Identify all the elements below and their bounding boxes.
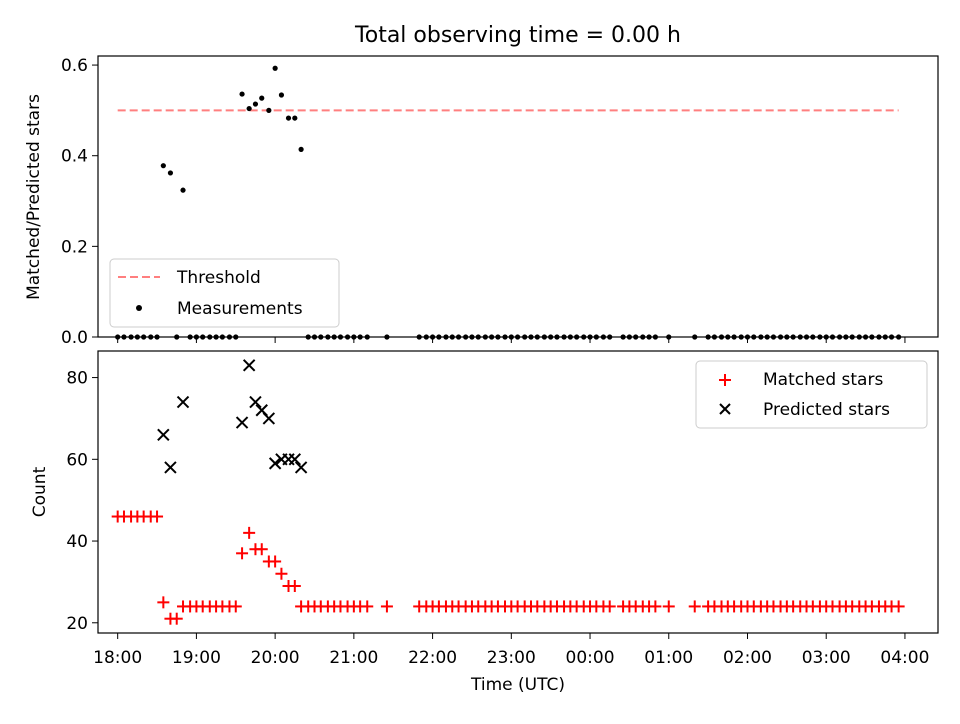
measurement-point: [167, 170, 174, 176]
x-tick-label: 21:00: [329, 648, 378, 668]
bottom-panel: 20 40 60 80 18:00 19:00 20:00 21:00 22:00 23:00 00…: [30, 350, 939, 695]
measurement-point: [180, 187, 186, 193]
measurements-legend-swatch: [136, 305, 142, 311]
measurement-point: [272, 65, 278, 71]
x-tick-label: 04:00: [880, 648, 929, 668]
top-panel: 0.0 0.2 0.4 0.6 Matched/Predicted stars Thr…: [24, 55, 939, 348]
bottom-y-tick-label: 80: [66, 369, 88, 389]
top-y-axis-label: Matched/Predicted stars: [24, 94, 44, 300]
bottom-axes-frame: [97, 350, 939, 634]
matched-star-point: [157, 596, 170, 609]
matched-legend-label: Matched stars: [763, 370, 883, 390]
bottom-y-tick-label: 40: [66, 532, 88, 552]
matched-star-point: [269, 555, 282, 568]
predicted-star-point: [288, 453, 302, 466]
chart-title: Total observing time = 0.00 h: [354, 23, 681, 48]
predicted-star-point: [268, 457, 282, 470]
bottom-points-layer: [111, 359, 905, 625]
predicted-star-point: [176, 395, 190, 409]
measurement-point: [259, 95, 265, 101]
matched-star-point: [380, 600, 393, 613]
top-y-tick-label: 0.0: [61, 328, 88, 348]
measurement-point: [246, 105, 252, 112]
threshold-legend-label: Threshold: [176, 268, 261, 288]
top-y-tick-label: 0.6: [61, 56, 88, 76]
bottom-legend: Matched stars Predicted stars: [695, 360, 928, 429]
x-tick-label: 19:00: [172, 648, 221, 668]
predicted-star-point: [164, 461, 177, 474]
x-tick-label: 20:00: [251, 648, 300, 668]
bottom-ticks-layer: 20 40 60 80 18:00 19:00 20:00 21:00 22:00 23:00 00…: [66, 369, 929, 668]
matched-star-point: [662, 600, 675, 613]
predicted-legend-label: Predicted stars: [763, 400, 890, 420]
measurement-point: [266, 107, 272, 113]
measurements-legend-label: Measurements: [177, 299, 303, 319]
matched-star-point: [892, 600, 905, 613]
top-y-tick-label: 0.2: [61, 237, 88, 257]
matched-star-point: [603, 600, 616, 613]
top-y-tick-label: 0.4: [61, 147, 88, 167]
measurement-point: [278, 92, 285, 98]
matched-star-point: [288, 580, 301, 592]
predicted-star-point: [262, 412, 276, 425]
measurement-point: [285, 115, 292, 121]
matched-star-point: [229, 600, 242, 613]
x-tick-label: 22:00: [408, 648, 457, 668]
top-axes-frame: [97, 55, 939, 338]
bottom-legend-frame: [695, 360, 928, 429]
matched-star-point: [236, 547, 249, 560]
matched-star-point: [649, 600, 662, 613]
bottom-y-tick-label: 60: [66, 450, 88, 470]
predicted-star-point: [235, 416, 249, 429]
x-tick-label: 23:00: [487, 648, 536, 668]
top-ticks-layer: 0.0 0.2 0.4 0.6: [61, 56, 906, 348]
predicted-star-point: [157, 428, 170, 441]
predicted-star-point: [249, 395, 262, 409]
matched-star-point: [255, 543, 268, 556]
matched-star-point: [151, 510, 164, 523]
predicted-legend-swatch: [719, 403, 731, 415]
matched-legend-swatch: [719, 374, 731, 386]
matched-star-point: [361, 600, 374, 613]
top-legend: Threshold Measurements: [109, 258, 340, 328]
measurement-point: [160, 163, 166, 169]
predicted-star-point: [242, 359, 256, 372]
predicted-star-point: [294, 461, 308, 474]
measurement-point: [252, 101, 259, 107]
top-legend-frame: [109, 258, 340, 328]
measurement-point: [239, 91, 245, 97]
x-tick-label: 02:00: [723, 648, 772, 668]
x-tick-label: 01:00: [644, 648, 693, 668]
matched-star-point: [170, 612, 183, 625]
matched-star-point: [275, 567, 288, 580]
measurement-point: [292, 115, 298, 121]
x-tick-label: 18:00: [93, 648, 142, 668]
measurement-point: [298, 146, 304, 152]
x-tick-label: 03:00: [802, 648, 851, 668]
x-axis-label: Time (UTC): [470, 675, 565, 695]
bottom-y-axis-label: Count: [30, 466, 50, 517]
matched-star-point: [688, 600, 701, 613]
matched-star-point: [243, 526, 256, 539]
x-tick-label: 00:00: [566, 648, 615, 668]
bottom-y-tick-label: 20: [66, 614, 88, 634]
